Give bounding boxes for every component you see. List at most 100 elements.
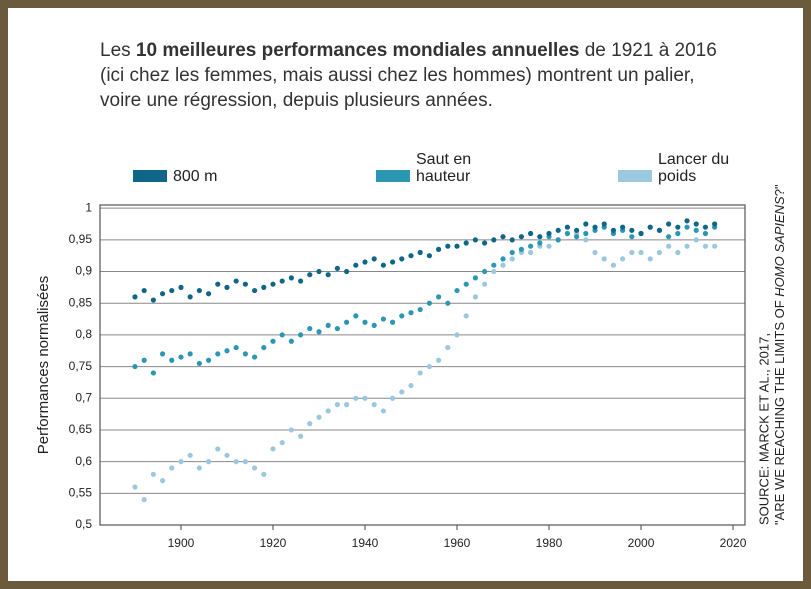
dot	[343, 319, 350, 325]
dot	[343, 268, 350, 275]
dot	[270, 338, 276, 344]
dot	[196, 287, 202, 294]
dot	[325, 322, 331, 328]
dot	[601, 221, 607, 227]
dot	[353, 395, 359, 401]
dot	[215, 351, 221, 357]
dot	[472, 275, 479, 281]
dot	[325, 272, 331, 278]
y-tick-label: 0,75	[69, 359, 93, 373]
dot	[159, 351, 166, 357]
dot	[500, 234, 506, 240]
dot	[426, 300, 433, 306]
dot	[574, 227, 580, 233]
dot	[629, 227, 635, 233]
dot	[491, 237, 497, 243]
x-tick-label: 2000	[628, 536, 655, 550]
legend-swatch	[133, 170, 167, 182]
x-tick-label: 1960	[444, 536, 471, 550]
dot	[307, 421, 313, 427]
dot	[169, 357, 175, 363]
dot	[426, 363, 433, 370]
dot	[638, 249, 644, 256]
dot	[380, 408, 386, 414]
dot	[380, 316, 386, 322]
dot	[528, 243, 534, 249]
x-tick-label: 1920	[260, 536, 287, 550]
dot	[656, 227, 663, 233]
dot	[169, 287, 175, 294]
dot	[132, 363, 138, 370]
dot	[233, 344, 239, 351]
dot	[205, 291, 212, 297]
dot	[371, 256, 377, 262]
dot	[684, 224, 690, 230]
dot	[261, 284, 267, 290]
dot	[417, 306, 423, 313]
dot	[583, 237, 589, 243]
legend-label: Lancer du poids	[658, 151, 730, 185]
dot	[629, 249, 635, 256]
dot	[684, 243, 690, 249]
dot	[482, 281, 488, 287]
y-tick-label: 0,5	[75, 517, 92, 531]
dot	[482, 268, 488, 275]
dot	[583, 221, 589, 227]
dot	[666, 234, 672, 240]
dot	[187, 351, 193, 357]
dot	[463, 281, 469, 287]
x-tick-label: 1940	[352, 536, 379, 550]
dot	[482, 240, 488, 246]
source-part: ?"	[772, 184, 787, 196]
dot	[472, 294, 479, 300]
dot	[205, 459, 212, 465]
dot	[426, 253, 433, 259]
dot	[196, 465, 202, 471]
title-part: de 1921 à 2016 (ici chez les femmes, mai…	[100, 40, 717, 111]
source: SOURCE: MARCK ET AL., 2017,	[756, 333, 771, 525]
dot	[279, 332, 285, 338]
legend-swatch	[376, 170, 410, 182]
dot	[445, 300, 451, 306]
dot	[491, 268, 497, 275]
dot	[647, 224, 653, 230]
dot	[500, 262, 506, 268]
x-tick-label: 1900	[168, 536, 195, 550]
dot	[675, 224, 681, 230]
dot	[712, 243, 718, 249]
dot	[141, 287, 147, 294]
dot	[132, 294, 138, 300]
y-tick-label: 0,9	[75, 264, 92, 278]
dot	[436, 357, 442, 363]
dot	[187, 452, 193, 458]
dot	[132, 484, 138, 490]
dot	[675, 230, 681, 237]
dot	[445, 344, 451, 351]
dot	[150, 471, 156, 477]
dot	[371, 402, 377, 408]
dot	[436, 246, 442, 252]
dot	[693, 237, 699, 243]
dot	[316, 268, 322, 275]
dot	[334, 325, 340, 332]
dot	[546, 230, 552, 237]
dot	[325, 408, 331, 414]
dot	[509, 256, 515, 262]
chart-title: Les 10 meilleures performances mondiales…	[100, 38, 740, 113]
dot	[564, 224, 571, 230]
dot	[408, 382, 414, 389]
dot	[583, 230, 589, 237]
dot	[261, 471, 267, 477]
dot	[638, 230, 644, 237]
dot	[436, 294, 442, 300]
dot	[702, 230, 709, 237]
dot	[610, 227, 617, 233]
dot	[518, 246, 525, 252]
dot	[242, 351, 248, 357]
dot	[399, 256, 405, 262]
dot	[693, 227, 699, 233]
dot	[279, 440, 285, 446]
dot	[178, 284, 184, 290]
dot	[592, 249, 598, 256]
y-tick-label: 0,55	[69, 485, 93, 499]
